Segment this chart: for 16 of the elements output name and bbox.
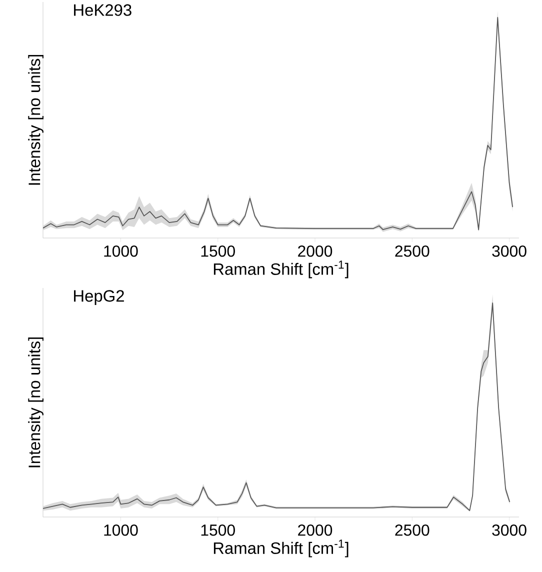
x-tick-label: 3000 <box>492 246 526 257</box>
x-tick-label: 2000 <box>298 524 332 536</box>
x-tick-label: 1000 <box>104 246 138 257</box>
x-axis-title: Raman Shift [cm$^{-1}$] <box>214 540 348 558</box>
x-tick-label: 2500 <box>395 246 430 257</box>
x-tick-label: 2500 <box>395 524 430 536</box>
chart-title: HepG2 <box>74 290 124 306</box>
x-tick-label: 1500 <box>201 246 235 257</box>
x-tick-label: 2000 <box>298 246 332 257</box>
x-tick-label: 1500 <box>201 524 235 536</box>
chart-title: HeK293 <box>74 4 132 16</box>
x-tick-label: 3000 <box>492 524 526 536</box>
x-axis-title: Raman Shift [cm$^{-1}$] <box>214 260 348 278</box>
x-tick-label: 1000 <box>104 524 138 536</box>
y-axis-title: Intensity [no units] <box>28 54 44 185</box>
y-axis-title: Intensity [no units] <box>28 337 44 468</box>
